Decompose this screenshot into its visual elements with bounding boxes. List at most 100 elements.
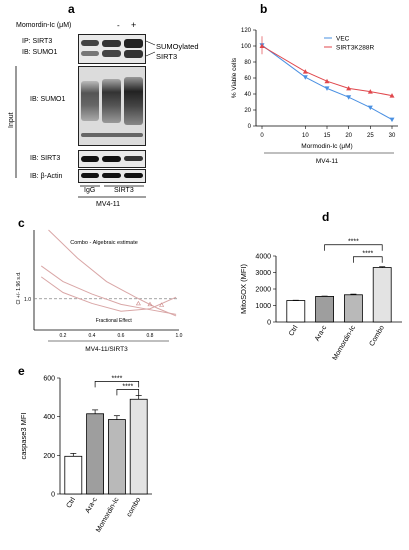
x-tick-label: 0 [260,133,264,139]
y-tick-label: 2000 [255,287,271,294]
x-tick-label: 0.4 [89,333,96,339]
y-tick-label: 120 [241,28,252,34]
x-tick-label: 0.8 [147,333,154,339]
lane-lines [78,185,146,198]
bar [344,294,363,323]
sirt3-band [102,156,121,162]
sumoylated-bracket [145,40,156,57]
viability-chart: 0 20 40 60 80 100 120 0 10 15 20 25 30 % Viable cells… [231,28,398,165]
significance-bracket [94,381,140,388]
y-tick-label: 20 [244,108,251,114]
y-tick-label: 0 [248,124,252,130]
significance-bracket [353,256,383,263]
actin-band [124,173,143,178]
significance-label: **** [362,251,373,258]
estimate-curve [40,265,177,315]
bar [86,413,104,495]
lane-sirt3: SIRT3 [114,187,134,194]
panel-label-b: b [260,2,268,16]
x-axis-label: Mormodin-Ic (μM) [301,143,352,150]
y-tick-label: 80 [244,60,251,66]
sirt3-label: IB: SIRT3 [30,155,61,162]
sumo1-smear [124,77,143,125]
data-point [135,300,141,306]
x-tick-label: 20 [345,133,352,139]
ip-band [124,50,143,58]
sumo1-smear [102,79,121,123]
ip-band [102,40,121,47]
data-point [389,117,395,123]
category-label: Ctrl [288,324,300,337]
sirt3-band [124,156,143,161]
sirt3-band [81,156,99,162]
y-tick-label: 60 [244,76,251,82]
y-tick-label: 600 [43,376,55,383]
actin-band [102,173,121,178]
bar [372,267,392,323]
data-point [302,75,308,80]
x-tick-label: 10 [302,133,309,139]
panel-label-d: d [322,210,330,224]
y-axis-label: MitoSOX (MFI) [239,263,248,314]
upper-bound-curve [48,229,177,317]
ip-label-1: IP: SIRT3 [22,38,53,45]
y-axis-label: CI +/- 1.96 s.d. [16,272,22,305]
data-point [367,89,373,94]
footer-label: MV4-11 [316,158,339,165]
ip-blot-image [78,34,146,64]
footer-label: MV4-11/SIRT3 [85,346,128,353]
bar [129,398,148,495]
actin-blot-image [78,169,146,183]
panel-label-e: e [18,364,25,378]
category-label: Ara-c [84,496,99,514]
legend-label: SIRT3K288R [336,45,374,52]
y-tick-label: 100 [241,44,252,50]
y-tick-label: 1.0 [24,297,31,303]
data-point [324,86,330,91]
data-point [346,85,352,91]
y-tick-label: 400 [43,414,55,421]
lane-igg: IgG [84,187,96,194]
significance-bracket [324,244,383,251]
y-tick-label: 0 [51,492,55,499]
chart-title: Combo - Algebraic estimate [70,240,138,246]
category-label: Momordin-Ic [332,324,358,360]
bar [64,455,83,495]
ip-label-2: IB: SUMO1 [22,49,58,56]
significance-label: **** [122,383,133,390]
sumoylated-label-2: SIRT3 [156,52,178,61]
mitosox-chart: 0 1000 2000 3000 4000 MitoSOX (MFI) Ctrl Ara-c M… [239,239,402,360]
y-tick-label: 4000 [255,254,271,261]
category-label: Ctrl [66,496,78,509]
ip-band [81,51,99,56]
sumoylated-label-1: SUMOylated [156,42,199,51]
actin-band [81,173,99,178]
category-label: combo [126,496,143,518]
series-line [261,45,393,97]
y-tick-label: 40 [244,92,251,98]
sirt3-blot-image [78,150,146,168]
data-point [147,301,153,307]
legend-label: VEC [336,36,350,43]
x-axis-label: Fractional Effect [96,318,133,324]
sumo1-label: IB: SUMO1 [30,96,66,103]
bar [315,296,334,323]
data-point [389,93,395,98]
x-tick-label: 15 [324,133,331,139]
treatment-plus: + [131,20,137,30]
sumo1-blot-image [78,66,146,146]
input-bracket [15,66,17,178]
significance-label: **** [111,375,122,382]
data-point [159,302,165,307]
ci-chart: 1.00.2 0.4 0.6 0.8 1.0CI +/- 1.96 s.d.Fracti… [16,229,183,353]
western-blot-panel: Momordin-Ic (μM) - + IP: SIRT3 IB: SUMO1… [0,0,200,215]
y-tick-label: 0 [267,320,271,327]
series-line [261,44,393,121]
caspase3-chart: 0 200 400 600 caspase3 MFI Ctrl Ara-cMomordin-… [19,375,152,534]
data-point [346,95,352,100]
sumo1-lower-band [81,133,143,137]
y-tick-label: 200 [43,453,55,460]
bar [108,419,126,495]
treatment-minus: - [117,21,120,30]
treatment-label: Momordin-Ic (μM) [16,22,72,29]
